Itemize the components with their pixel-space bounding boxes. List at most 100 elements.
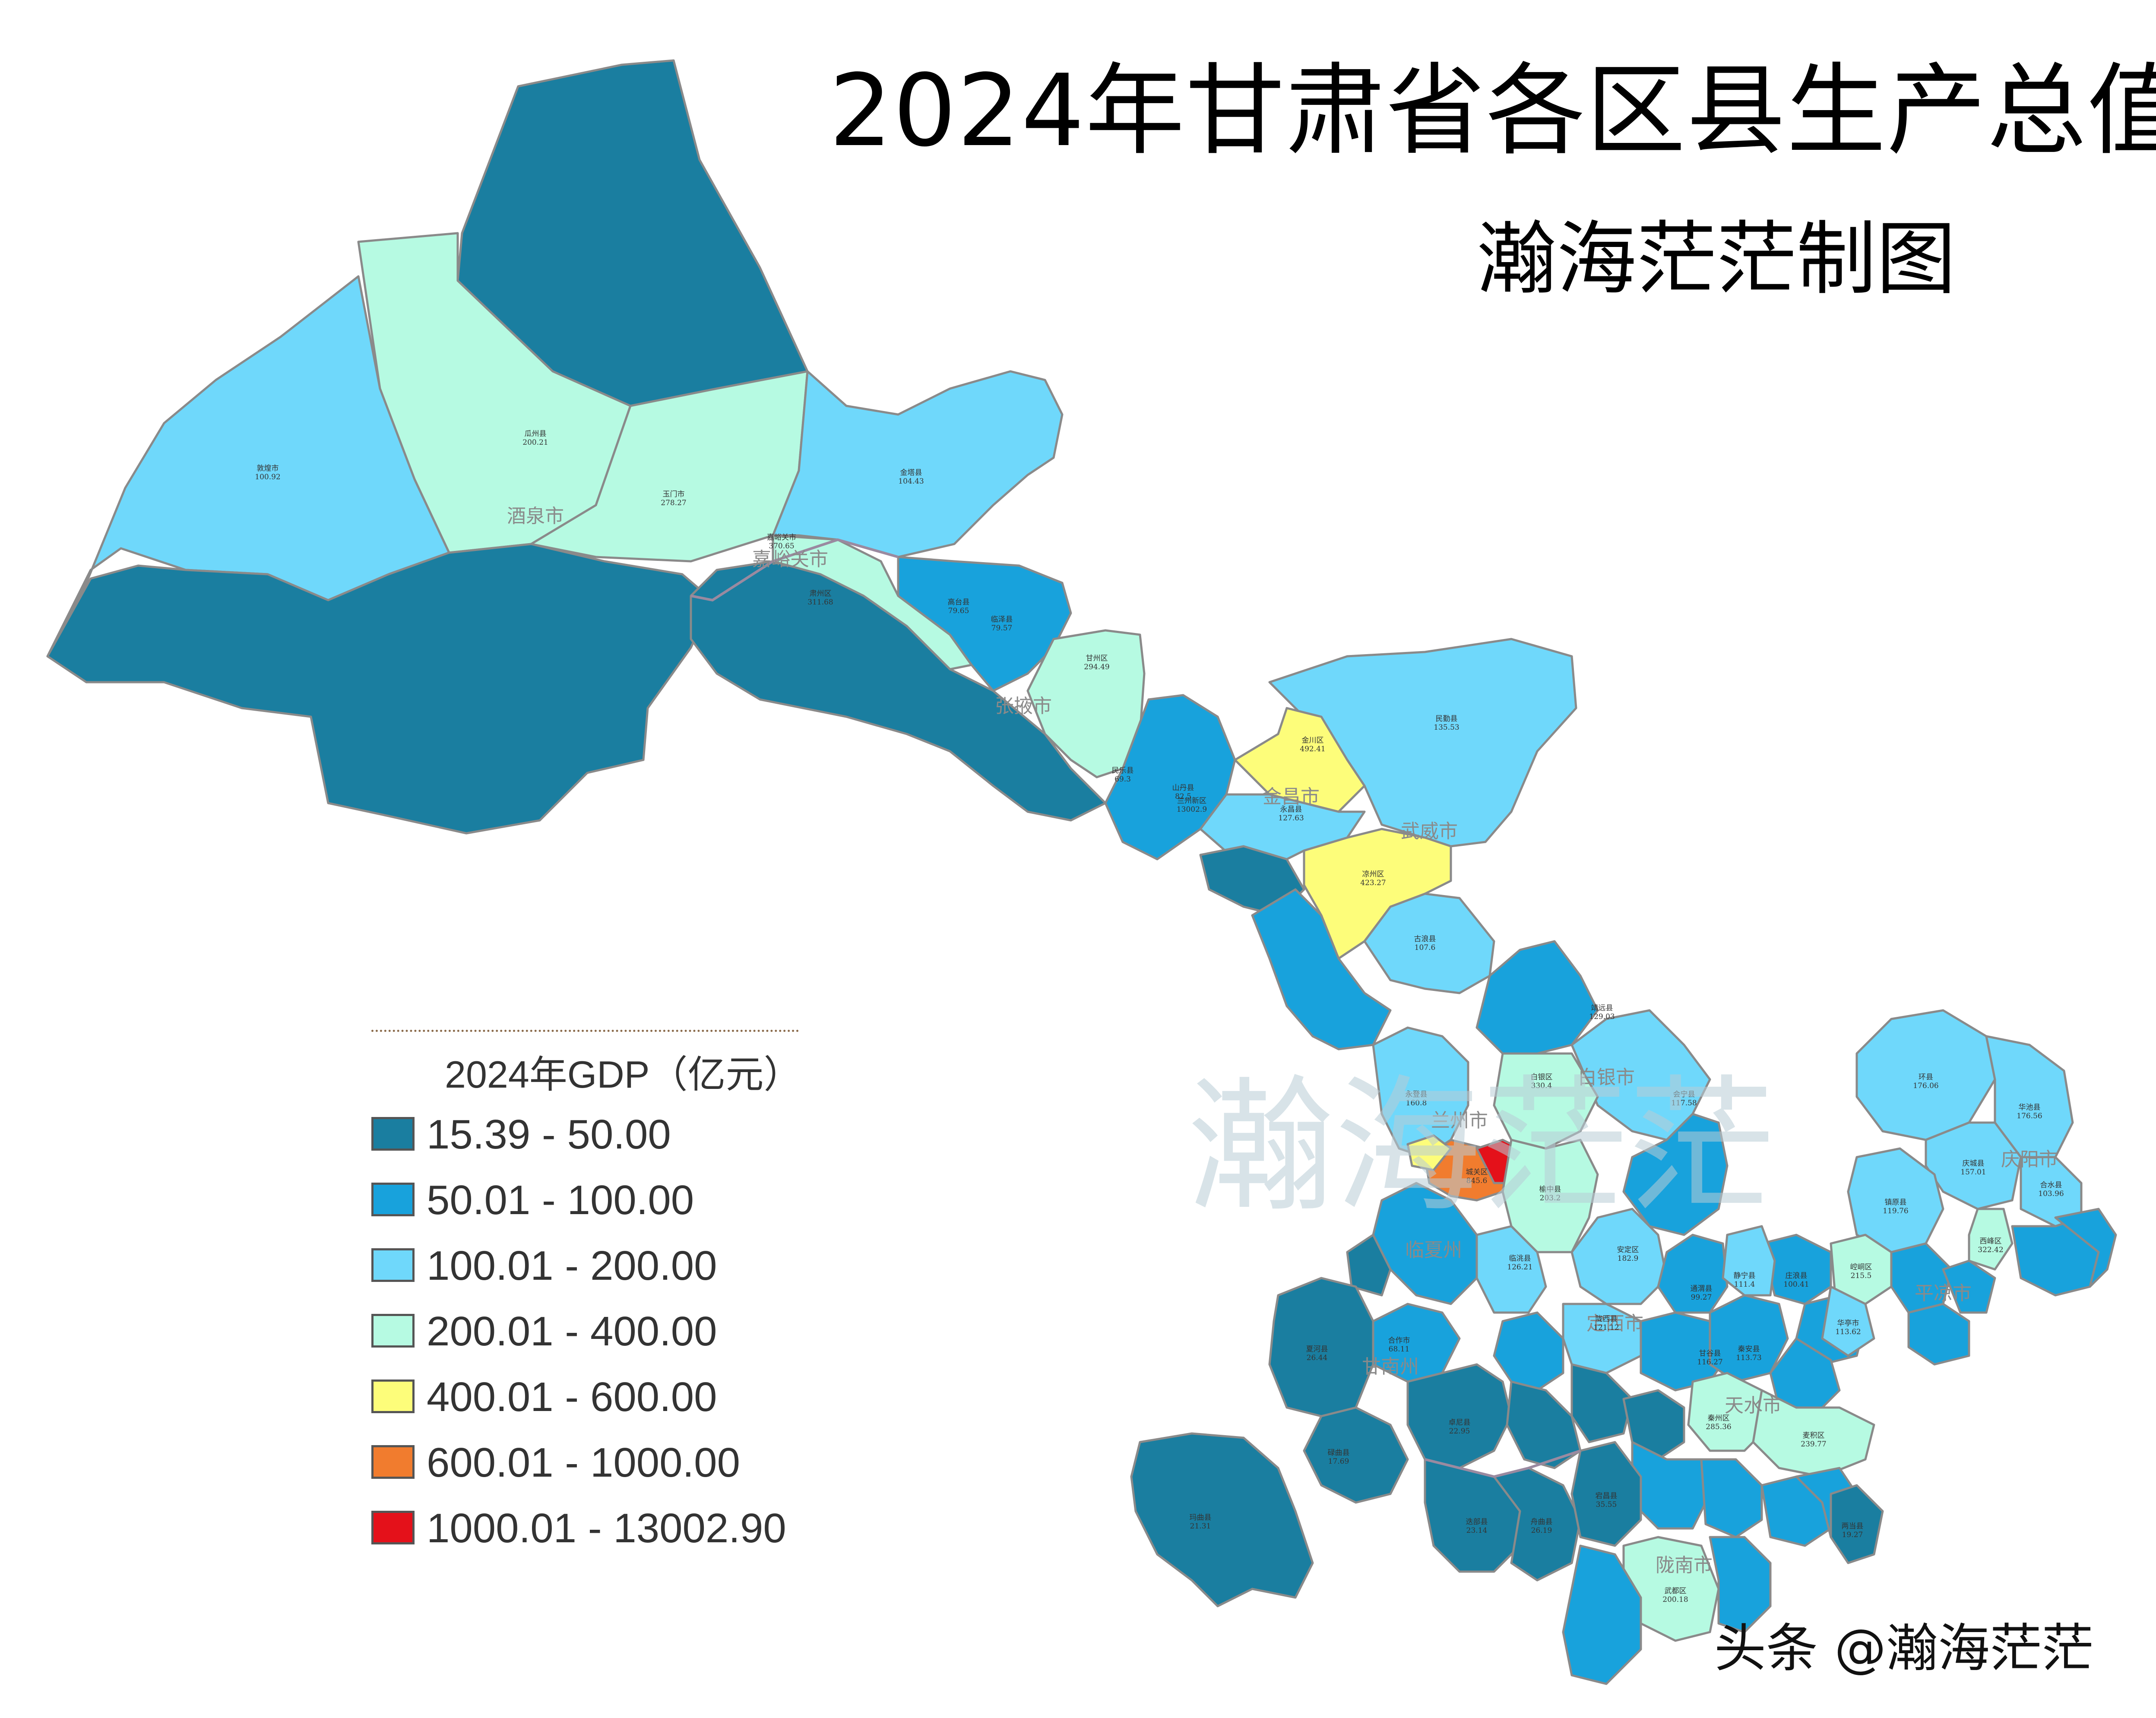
county-gdp-label: 203.2 — [1540, 1194, 1561, 1202]
county-gdp-label: 107.6 — [1415, 943, 1436, 952]
region-hezuo — [1372, 1303, 1461, 1383]
city-label-gannan: 甘南州 — [1362, 1356, 1419, 1378]
county-name-label: 庆城县 — [1963, 1159, 1985, 1168]
county-name-label: 瓜州县 — [525, 430, 547, 438]
region-huating — [1821, 1285, 1875, 1357]
county-name-label: 玛曲县 — [1190, 1513, 1212, 1522]
legend-label: 1000.01 - 13002.90 — [427, 1505, 786, 1551]
county-gdp-label: 845.6 — [1466, 1177, 1488, 1185]
county-name-label: 山丹县 — [1172, 784, 1194, 792]
legend-item: 200.01 - 400.00 — [371, 1305, 799, 1371]
region-liangdang — [1830, 1484, 1884, 1564]
county-gdp-label: 285.36 — [1706, 1423, 1731, 1431]
county-gdp-label: 79.65 — [948, 607, 969, 615]
county-gdp-label: 311.68 — [807, 598, 833, 607]
county-gdp-label: 200.21 — [522, 438, 548, 447]
city-label-linxia: 临夏州 — [1405, 1239, 1462, 1261]
county-name-label: 通渭县 — [1691, 1285, 1713, 1293]
city-label-lanzhou: 兰州市 — [1431, 1110, 1488, 1132]
county-gdp-label: 200.18 — [1662, 1595, 1688, 1604]
region-weiyuan — [1493, 1311, 1564, 1392]
county-gdp-label: 330.4 — [1531, 1082, 1552, 1090]
legend-item: 100.01 - 200.00 — [371, 1240, 799, 1305]
region-minqin — [1268, 638, 1577, 848]
source-credit: 头条 @瀚海茫茫 — [1714, 1619, 2094, 1679]
city-label-wuwei: 武威市 — [1401, 820, 1458, 842]
region-tianzhu-south — [1251, 888, 1392, 1050]
county-gdp-label: 22.95 — [1449, 1427, 1470, 1436]
county-gdp-label: 121.12 — [1593, 1323, 1619, 1332]
county-name-label: 城关区 — [1466, 1168, 1488, 1177]
region-maiji — [1752, 1389, 1875, 1478]
county-gdp-label: 19.27 — [1842, 1531, 1863, 1539]
county-gdp-label: 99.27 — [1691, 1293, 1712, 1302]
city-label-longnan: 陇南市 — [1656, 1554, 1713, 1576]
county-name-label: 麦积区 — [1803, 1431, 1825, 1440]
county-name-label: 凉州区 — [1362, 870, 1384, 879]
legend-swatch — [371, 1183, 415, 1216]
county-gdp-label: 21.31 — [1190, 1522, 1211, 1531]
county-name-label: 临泽县 — [991, 615, 1013, 624]
county-name-label: 金川区 — [1302, 736, 1324, 745]
region-dangchang — [1570, 1441, 1642, 1547]
county-name-label: 秦安县 — [1738, 1345, 1760, 1354]
county-name-label: 静宁县 — [1734, 1272, 1756, 1280]
county-gdp-label: 135.53 — [1434, 723, 1459, 732]
region-xifeng — [1968, 1208, 2014, 1271]
city-label-pingliang: 平凉市 — [1915, 1282, 1972, 1304]
county-name-label: 陇西县 — [1596, 1315, 1618, 1323]
legend-item: 600.01 - 1000.00 — [371, 1436, 799, 1502]
county-gdp-label: 104.43 — [898, 477, 924, 486]
county-name-label: 秦州区 — [1708, 1414, 1730, 1423]
map-author: 瀚海茫茫制图 — [1477, 212, 1956, 306]
county-gdp-label: 100.41 — [1783, 1280, 1809, 1289]
boundary-jiuquan-zhangye — [690, 538, 899, 602]
county-name-label: 环县 — [1919, 1073, 1933, 1082]
county-name-label: 安定区 — [1617, 1246, 1639, 1254]
county-gdp-label: 100.92 — [255, 473, 280, 481]
county-name-label: 永昌县 — [1280, 805, 1302, 814]
legend-swatch — [371, 1445, 415, 1479]
region-jingtai — [1475, 940, 1599, 1055]
county-gdp-label: 322.42 — [1978, 1246, 2003, 1254]
county-gdp-label: 126.21 — [1507, 1263, 1532, 1272]
region-yongdeng — [1372, 1026, 1469, 1158]
county-gdp-label: 17.69 — [1328, 1457, 1349, 1466]
county-name-label: 华池县 — [2019, 1103, 2041, 1112]
region-yuzhong — [1501, 1139, 1599, 1253]
county-gdp-label: 116.27 — [1697, 1358, 1722, 1367]
county-gdp-label: 127.63 — [1278, 814, 1304, 823]
county-gdp-label: 278.27 — [661, 499, 686, 507]
county-gdp-label: 26.19 — [1531, 1526, 1552, 1535]
region-lintao — [1475, 1225, 1547, 1314]
watermark-text: 瀚海茫茫 — [1187, 1062, 1775, 1233]
county-gdp-label: 111.4 — [1734, 1280, 1755, 1289]
city-label-tianshui: 天水市 — [1725, 1395, 1782, 1417]
county-gdp-label: 119.76 — [1883, 1207, 1908, 1215]
region-huining — [1622, 1113, 1729, 1236]
county-gdp-label: 176.56 — [2017, 1112, 2042, 1120]
city-label-qingyang: 庆阳市 — [2001, 1148, 2058, 1171]
county-name-label: 肃州区 — [810, 589, 832, 598]
legend-item: 15.39 - 50.00 — [371, 1108, 799, 1174]
county-gdp-label: 176.06 — [1913, 1082, 1938, 1090]
county-name-label: 舟曲县 — [1531, 1518, 1553, 1526]
county-name-label: 永登县 — [1406, 1090, 1428, 1099]
region-gulang — [1363, 892, 1495, 994]
county-gdp-label: 69.3 — [1114, 775, 1131, 784]
region-qinan — [1709, 1294, 1789, 1383]
county-name-label: 民乐县 — [1112, 766, 1134, 775]
county-name-label: 夏河县 — [1306, 1345, 1328, 1354]
city-label-baiyin: 白银市 — [1578, 1066, 1635, 1088]
county-gdp-label: 113.73 — [1736, 1354, 1761, 1362]
region-baiyin — [1493, 1052, 1599, 1150]
legend-label: 600.01 - 1000.00 — [427, 1440, 740, 1486]
region-lingtai — [1907, 1303, 1970, 1366]
county-gdp-label: 182.9 — [1618, 1254, 1639, 1263]
legend-swatch — [371, 1117, 415, 1151]
legend: 2024年GDP（亿元） 15.39 - 50.00 50.01 - 100.0… — [371, 1030, 801, 1568]
region-luqu — [1303, 1406, 1409, 1504]
county-gdp-label: 370.65 — [769, 542, 794, 551]
